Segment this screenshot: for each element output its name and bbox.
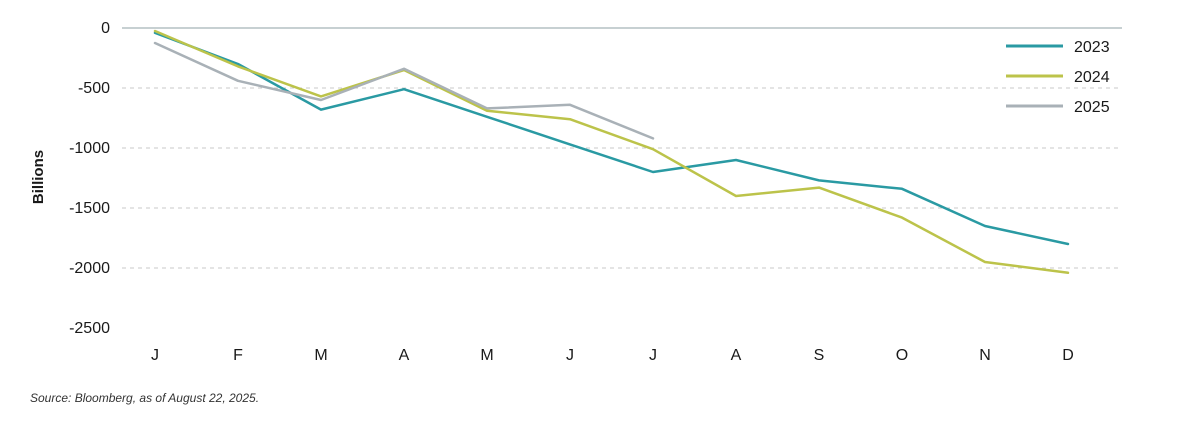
x-tick-label: S bbox=[814, 347, 825, 364]
y-tick-label: -1500 bbox=[69, 200, 110, 217]
y-tick-label: -2500 bbox=[69, 320, 110, 337]
y-tick-label: 0 bbox=[101, 20, 110, 37]
y-tick-label: -1000 bbox=[69, 140, 110, 157]
source-note: Source: Bloomberg, as of August 22, 2025… bbox=[30, 391, 260, 405]
legend-label: 2023 bbox=[1074, 39, 1110, 56]
y-axis-label: Billions bbox=[30, 150, 47, 204]
x-tick-label: O bbox=[896, 347, 908, 364]
series-line-2025 bbox=[153, 41, 655, 140]
x-tick-label: J bbox=[566, 347, 574, 364]
x-tick-label: M bbox=[480, 347, 493, 364]
series-line-2023 bbox=[153, 31, 1070, 246]
legend-label: 2024 bbox=[1074, 69, 1110, 86]
legend: 2023 2024 2025 bbox=[1006, 39, 1110, 116]
series-line-2024 bbox=[153, 29, 1070, 275]
x-tick-label: M bbox=[314, 347, 327, 364]
x-tick-label: A bbox=[399, 347, 410, 364]
gridlines bbox=[122, 27, 1122, 269]
x-tick-label: F bbox=[233, 347, 243, 364]
y-tick-label: -500 bbox=[78, 80, 110, 97]
x-tick-label: D bbox=[1062, 347, 1074, 364]
x-tick-label: A bbox=[731, 347, 742, 364]
y-tick-label: -2000 bbox=[69, 260, 110, 277]
x-tick-label: J bbox=[649, 347, 657, 364]
y-axis-ticks: 0 -500 -1000 -1500 -2000 -2500 bbox=[69, 20, 110, 337]
series-lines bbox=[153, 29, 1070, 275]
legend-label: 2025 bbox=[1074, 99, 1110, 116]
x-tick-label: J bbox=[151, 347, 159, 364]
x-tick-label: N bbox=[979, 347, 991, 364]
line-chart: 0 -500 -1000 -1500 -2000 -2500 J F M A M J J A S O N D B… bbox=[30, 20, 1122, 364]
